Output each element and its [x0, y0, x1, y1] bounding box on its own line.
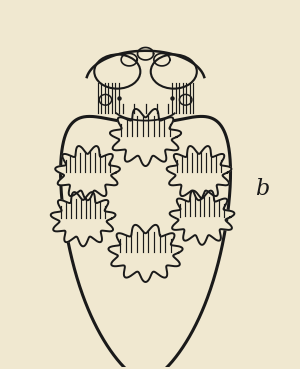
Polygon shape [109, 225, 183, 282]
Polygon shape [51, 192, 116, 246]
Polygon shape [55, 146, 120, 200]
Polygon shape [61, 116, 230, 369]
Polygon shape [167, 146, 231, 200]
Polygon shape [169, 191, 234, 245]
Polygon shape [110, 109, 181, 166]
Text: b: b [256, 178, 270, 200]
